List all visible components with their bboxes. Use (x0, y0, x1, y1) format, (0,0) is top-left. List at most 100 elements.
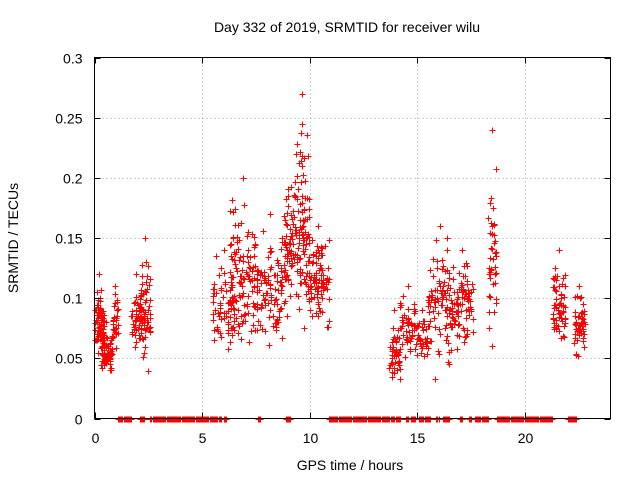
data-point (490, 205, 497, 212)
data-point (316, 277, 323, 284)
data-point (488, 245, 495, 252)
data-point (393, 339, 400, 346)
data-point (315, 223, 322, 230)
data-point (492, 271, 499, 278)
data-point (229, 294, 236, 301)
data-point (252, 242, 259, 249)
data-point (450, 276, 457, 283)
data-point (454, 301, 461, 308)
data-point (110, 334, 117, 341)
zero-point (459, 416, 466, 423)
data-point (284, 222, 291, 229)
data-point (396, 349, 403, 356)
data-point (441, 279, 448, 286)
data-point (489, 246, 496, 253)
data-point (487, 200, 494, 207)
data-point (306, 206, 313, 213)
data-point (391, 307, 398, 314)
data-point (246, 264, 253, 271)
data-point (299, 91, 306, 98)
data-point (396, 358, 403, 365)
data-point (278, 246, 285, 253)
data-point (137, 296, 144, 303)
data-point (306, 240, 313, 247)
data-point (241, 302, 248, 309)
data-point (105, 345, 112, 352)
data-point (403, 328, 410, 335)
data-point (440, 283, 447, 290)
data-point (486, 293, 493, 300)
data-point (306, 196, 313, 203)
data-point (444, 235, 451, 242)
data-point (250, 312, 257, 319)
data-point (245, 259, 252, 266)
zero-point (573, 416, 580, 423)
data-point (138, 287, 145, 294)
data-point (297, 255, 304, 262)
data-point (285, 277, 292, 284)
data-point (213, 253, 220, 260)
data-point (239, 283, 246, 290)
data-point (258, 304, 265, 311)
data-point (319, 280, 326, 287)
data-point (434, 287, 441, 294)
data-point (228, 241, 235, 248)
data-point (488, 195, 495, 202)
data-point (132, 317, 139, 324)
data-point (389, 374, 396, 381)
data-point (400, 293, 407, 300)
data-point (431, 315, 438, 322)
data-point (446, 292, 453, 299)
data-point (216, 272, 223, 279)
data-point (114, 307, 121, 314)
zero-point (257, 416, 264, 423)
data-point (146, 325, 153, 332)
data-point (217, 330, 224, 337)
data-point (139, 262, 146, 269)
data-point (140, 354, 147, 361)
zero-point (549, 416, 556, 423)
data-point (392, 336, 399, 343)
data-point (308, 283, 315, 290)
data-point (319, 295, 326, 302)
data-point (131, 300, 138, 307)
data-point (426, 309, 433, 316)
data-point (305, 231, 312, 238)
data-point (143, 289, 150, 296)
data-point (210, 293, 217, 300)
data-point (419, 307, 426, 314)
data-point (299, 121, 306, 128)
data-point (444, 247, 451, 254)
zero-point (427, 416, 434, 423)
data-point (141, 350, 148, 357)
data-point (101, 341, 108, 348)
data-point (298, 130, 305, 137)
data-point (245, 293, 252, 300)
data-point (487, 294, 494, 301)
data-point (561, 334, 568, 341)
data-point (386, 365, 393, 372)
data-point (238, 313, 245, 320)
data-point (556, 247, 563, 254)
data-point (288, 263, 295, 270)
data-point (395, 352, 402, 359)
data-point (429, 292, 436, 299)
data-point (268, 294, 275, 301)
data-point (461, 327, 468, 334)
data-point (439, 257, 446, 264)
data-point (306, 254, 313, 261)
data-point (263, 280, 270, 287)
data-point (100, 358, 107, 365)
data-point (143, 279, 150, 286)
data-point (229, 274, 236, 281)
data-point (287, 293, 294, 300)
data-point (303, 262, 310, 269)
data-point (435, 310, 442, 317)
data-point (296, 306, 303, 313)
data-point (430, 308, 437, 315)
data-point (146, 303, 153, 310)
data-point (390, 325, 397, 332)
data-point (114, 299, 121, 306)
data-point (461, 339, 468, 346)
data-point (572, 309, 579, 316)
